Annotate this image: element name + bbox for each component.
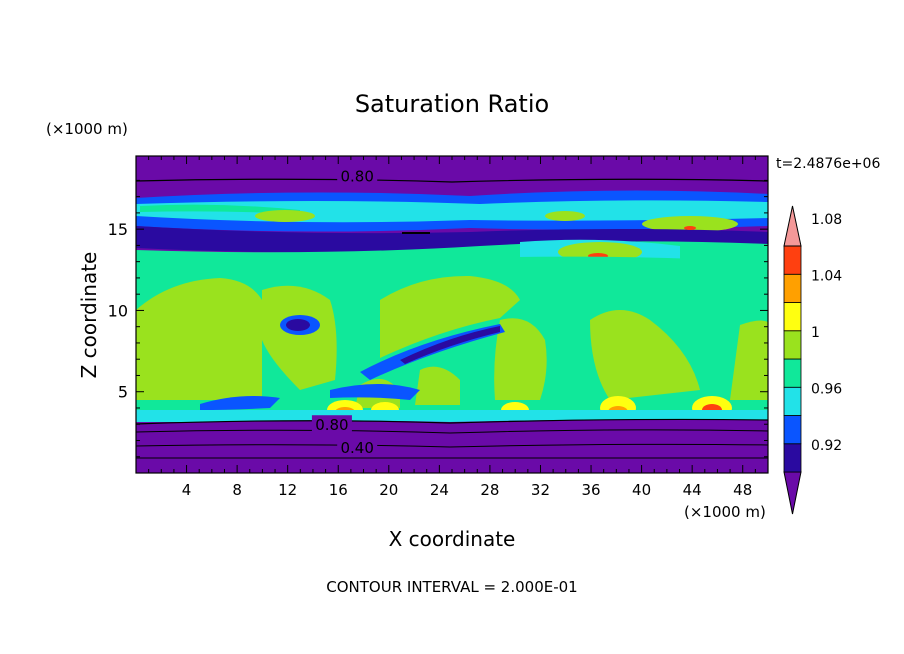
x-tick-label: 8 <box>232 481 242 499</box>
contour-label-bg <box>311 415 352 433</box>
contour-labels: 0.80 0.80 0.40 <box>311 166 378 457</box>
x-axis-title: X coordinate <box>389 527 516 551</box>
y-unit-label: (×1000 m) <box>46 120 128 138</box>
colorbar-label: 1.08 <box>811 212 842 228</box>
x-axis: 4 8 12 16 20 24 28 32 36 40 44 48 <box>148 156 756 499</box>
colorbar-segment <box>783 302 802 332</box>
y-axis: 5 10 15 <box>108 179 768 458</box>
x-tick-label: 28 <box>480 481 499 499</box>
contour-label: 0.80 <box>315 416 348 434</box>
time-label: t=2.4876e+06 <box>776 156 880 172</box>
contour-label-bg <box>337 437 378 455</box>
x-tick-label: 12 <box>278 481 297 499</box>
x-tick-label: 44 <box>683 481 702 499</box>
x-tick-label: 36 <box>581 481 600 499</box>
x-tick-label: 32 <box>531 481 550 499</box>
colorbar-label: 1 <box>811 325 820 341</box>
chart-title: Saturation Ratio <box>355 90 549 118</box>
x-tick-label: 4 <box>182 481 192 499</box>
x-tick-label: 40 <box>632 481 651 499</box>
y-tick-label: 15 <box>108 220 128 239</box>
colorbar-segment <box>783 273 802 303</box>
colorbar-label: 0.96 <box>811 381 842 397</box>
heatmap-field <box>136 156 768 473</box>
x-unit-label: (×1000 m) <box>684 503 766 521</box>
colorbar-segment <box>783 245 802 275</box>
colorbar-label: 0.92 <box>811 438 842 454</box>
colorbar-segment <box>783 443 802 473</box>
y-tick-label: 10 <box>108 301 128 320</box>
contour-label: 0.40 <box>340 439 373 457</box>
colorbar-top-arrow <box>783 205 802 247</box>
colorbar-label: 1.04 <box>811 268 842 284</box>
contour-interval-label: CONTOUR INTERVAL = 2.000E-01 <box>326 578 577 596</box>
colorbar-segment <box>783 330 802 360</box>
x-tick-label: 48 <box>733 481 752 499</box>
x-tick-label: 24 <box>430 481 449 499</box>
colorbar-segment <box>783 358 802 388</box>
colorbar-bottom-arrow <box>783 471 802 515</box>
contour-label-bg <box>337 166 378 184</box>
x-tick-label: 16 <box>329 481 348 499</box>
colorbar-segment <box>783 415 802 445</box>
colorbar: 1.08 1.04 1 0.96 0.92 <box>783 205 842 515</box>
y-axis-title: Z coordinate <box>77 252 101 379</box>
contour-label: 0.80 <box>340 168 373 186</box>
x-tick-label: 20 <box>379 481 398 499</box>
y-tick-label: 5 <box>118 383 128 402</box>
colorbar-segment <box>783 386 802 416</box>
